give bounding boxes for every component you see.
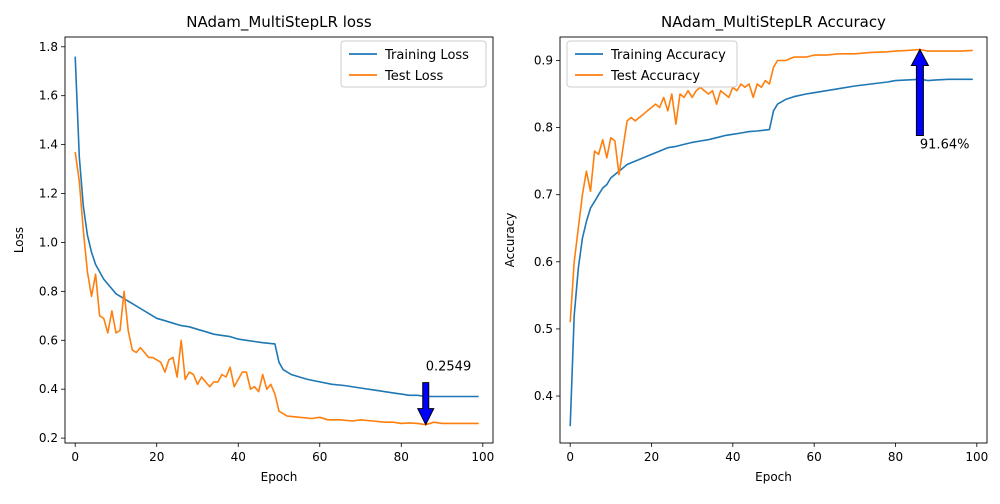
y-tick-label: 0.8 bbox=[534, 121, 553, 135]
legend-entry: Test Loss bbox=[384, 69, 443, 84]
y-tick-label: 1.0 bbox=[39, 235, 58, 249]
axes-frame bbox=[559, 36, 988, 444]
legend: Training Accuracy Test Accuracy bbox=[566, 40, 738, 88]
series-line-test-accuracy bbox=[569, 48, 973, 323]
legend-entry: Training Loss bbox=[384, 48, 469, 63]
chart-title: NAdam_MultiStepLR loss bbox=[186, 13, 372, 32]
y-tick-label: 0.4 bbox=[39, 382, 58, 396]
x-tick-label: 80 bbox=[888, 450, 903, 464]
series-line-training-accuracy bbox=[569, 78, 973, 427]
y-tick-label: 0.9 bbox=[534, 53, 553, 67]
x-tick-label: 20 bbox=[149, 450, 164, 464]
legend-box bbox=[566, 40, 738, 88]
y-tick-label: 1.8 bbox=[39, 40, 58, 54]
series-line-test-loss bbox=[74, 151, 479, 426]
axes-frame bbox=[64, 36, 494, 444]
y-tick-label: 0.7 bbox=[534, 188, 553, 202]
x-tick-label: 100 bbox=[471, 450, 494, 464]
y-tick-label: 0.2 bbox=[39, 431, 58, 445]
y-axis-label: Accuracy bbox=[503, 213, 517, 268]
y-tick-label: 0.4 bbox=[534, 389, 553, 403]
legend: Training Loss Test Loss bbox=[340, 40, 487, 88]
chart-title: NAdam_MultiStepLR Accuracy bbox=[661, 13, 886, 32]
y-tick-label: 1.4 bbox=[39, 138, 58, 152]
chart-0: NAdam_MultiStepLR loss 0 20 40 60 80 100 0.2 0.4… bbox=[12, 13, 494, 484]
x-tick-label: 100 bbox=[965, 450, 988, 464]
x-tick-label: 40 bbox=[231, 450, 246, 464]
series-line-training-loss bbox=[74, 56, 479, 398]
legend-box bbox=[340, 40, 487, 88]
x-tick-label: 80 bbox=[394, 450, 409, 464]
y-axis-label: Loss bbox=[12, 227, 26, 253]
legend-entry: Training Accuracy bbox=[610, 48, 726, 63]
y-tick-label: 0.5 bbox=[534, 322, 553, 336]
annotation-label: 91.64% bbox=[920, 137, 970, 152]
x-axis-label: Epoch bbox=[261, 470, 298, 484]
x-tick-label: 40 bbox=[725, 450, 740, 464]
y-tick-label: 0.6 bbox=[39, 333, 58, 347]
annotation-label: 0.2549 bbox=[426, 360, 472, 375]
annotation-arrow bbox=[416, 382, 435, 426]
x-tick-label: 60 bbox=[312, 450, 327, 464]
legend-entry: Test Accuracy bbox=[610, 69, 700, 84]
x-tick-label: 20 bbox=[644, 450, 659, 464]
y-tick-label: 1.6 bbox=[39, 89, 58, 103]
x-tick-label: 0 bbox=[566, 450, 574, 464]
y-tick-label: 1.2 bbox=[39, 187, 58, 201]
chart-1: NAdam_MultiStepLR Accuracy 0 20 40 60 80 100 0.… bbox=[503, 13, 988, 484]
y-tick-label: 0.6 bbox=[534, 255, 553, 269]
annotation-arrow bbox=[910, 48, 930, 136]
y-tick-label: 0.8 bbox=[39, 284, 58, 298]
x-axis-label: Epoch bbox=[755, 470, 792, 484]
x-tick-label: 60 bbox=[807, 450, 822, 464]
x-tick-label: 0 bbox=[71, 450, 79, 464]
